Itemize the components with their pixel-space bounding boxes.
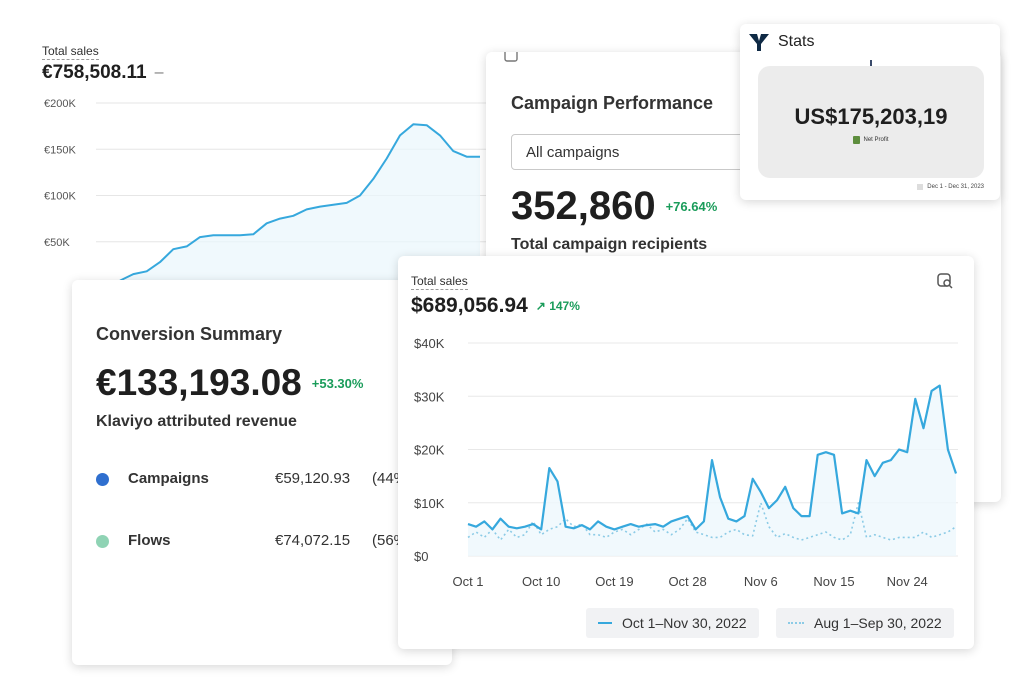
campaign-change: +76.64%: [665, 199, 718, 214]
eur-y-tick-label: €150K: [44, 144, 76, 156]
usd-sales-card: Total sales $689,056.94 ↗ 147% $40K $30K $…: [398, 256, 974, 649]
usd-current-period-line: [467, 384, 958, 531]
conversion-title: Conversion Summary: [96, 324, 283, 344]
usd-sales-chart: $40K $30K $20K $10K $0 Oct 1 Oct 10 Oct 19 Oct 2…: [414, 336, 958, 589]
legend-previous-label: Aug 1–Sep 30, 2022: [814, 615, 942, 631]
eur-y-tick-label: €200K: [44, 98, 76, 110]
usd-x-tick-label: Oct 1: [452, 574, 483, 589]
calendar-icon: [917, 184, 924, 190]
stats-logo-icon: [749, 34, 769, 51]
usd-x-tick-label: Nov 15: [813, 574, 854, 589]
stats-metric-tile: US$175,203,19 Net Profit: [758, 66, 984, 178]
campaign-title: Campaign Performance: [511, 93, 714, 113]
stats-amount: US$175,203,19: [794, 104, 948, 129]
campaigns-legend-dot: [96, 473, 109, 486]
trend-up-arrow-icon: ↗: [535, 299, 546, 313]
usd-x-tick-label: Oct 28: [668, 574, 706, 589]
conversion-summary-card: Conversion Summary €133,193.08 +53.30% K…: [72, 280, 452, 665]
legend-dotted-line-icon: [788, 622, 804, 624]
stats-caption: Net Profit: [863, 137, 889, 143]
eur-sales-label[interactable]: Total sales: [42, 44, 99, 60]
eur-y-tick-label: €100K: [44, 191, 76, 203]
eur-area-fill: [120, 124, 480, 288]
conversion-row-name: Campaigns: [128, 470, 209, 487]
conversion-change: +53.30%: [311, 375, 364, 391]
chart-search-icon[interactable]: [936, 272, 954, 290]
usd-y-tick-label: $40K: [414, 336, 445, 351]
eur-sales-line: [119, 123, 480, 282]
usd-x-tick-label: Nov 6: [744, 574, 778, 589]
conversion-row-value: €74,072.15: [275, 532, 351, 549]
usd-sales-label[interactable]: Total sales: [411, 274, 468, 290]
stats-title: Stats: [778, 33, 815, 50]
usd-y-tick-label: $0: [414, 549, 428, 564]
usd-sales-amount: $689,056.94: [411, 294, 528, 317]
flows-legend-dot: [96, 535, 109, 548]
usd-x-tick-label: Oct 19: [595, 574, 633, 589]
stats-card: Stats US$175,203,19 Net Profit Dec 1 - D…: [740, 24, 1000, 200]
conversion-row-value: €59,120.93: [275, 470, 351, 487]
usd-y-tick-label: $20K: [414, 443, 445, 458]
usd-y-tick-label: $10K: [414, 496, 445, 511]
usd-sales-change: ↗ 147%: [535, 299, 580, 313]
campaign-select[interactable]: All campaigns: [511, 134, 761, 170]
campaign-subtitle: Total campaign recipients: [511, 236, 708, 253]
legend-previous-period[interactable]: Aug 1–Sep 30, 2022: [776, 608, 954, 638]
legend-current-period[interactable]: Oct 1–Nov 30, 2022: [586, 608, 759, 638]
legend-solid-line-icon: [598, 622, 612, 624]
shopify-bag-icon: [853, 136, 861, 144]
campaign-chart-icon[interactable]: [502, 52, 520, 64]
eur-sales-chart: €200K €150K €100K €50K: [44, 98, 530, 288]
usd-y-tick-label: $30K: [414, 389, 445, 404]
usd-previous-period-line: [467, 502, 957, 541]
stats-date-range[interactable]: Dec 1 - Dec 31, 2023: [927, 184, 984, 190]
eur-sales-change-dash: –: [154, 64, 164, 81]
campaign-amount: 352,860: [511, 184, 656, 228]
usd-area-fill: [468, 385, 956, 556]
usd-x-tick-label: Oct 10: [522, 574, 560, 589]
conversion-subtitle: Klaviyo attributed revenue: [96, 413, 297, 430]
conversion-amount: €133,193.08: [96, 362, 302, 403]
eur-y-tick-label: €50K: [44, 237, 70, 249]
campaign-select-value: All campaigns: [526, 143, 620, 161]
stats-pin-icon: [870, 60, 872, 68]
usd-x-tick-label: Nov 24: [887, 574, 928, 589]
conversion-row-name: Flows: [128, 532, 171, 549]
eur-sales-amount: €758,508.11: [42, 62, 147, 83]
legend-current-label: Oct 1–Nov 30, 2022: [622, 615, 747, 631]
